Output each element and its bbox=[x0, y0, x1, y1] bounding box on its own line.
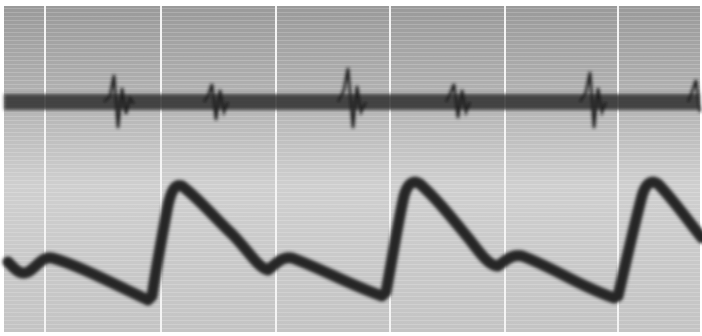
recording bbox=[0, 0, 702, 336]
page: {} bbox=[0, 0, 702, 336]
